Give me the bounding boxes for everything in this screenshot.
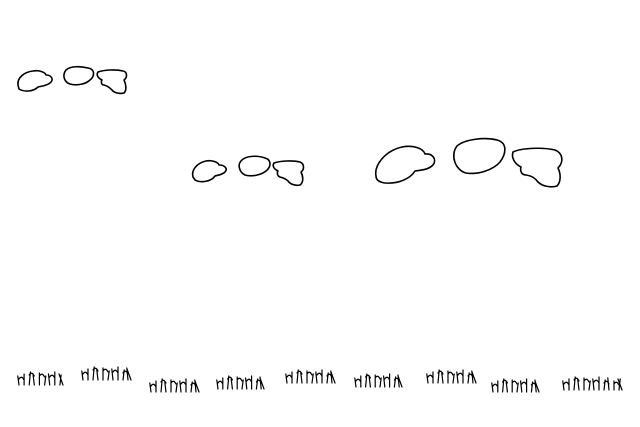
cloud-shape [238,155,271,177]
cloud-shape [272,160,305,187]
cloud-shape [96,69,128,95]
grass-tuft [81,366,132,381]
grass-tuft [216,375,265,390]
cloud-group-middle [191,155,305,187]
cloud-group-right [375,137,563,188]
grass-tuft [149,378,200,393]
cloud-shape [191,159,227,183]
grass-tuft [426,369,477,384]
cloud-shape [511,147,563,188]
cloud-group-top-left [17,65,128,95]
cloud-shape [453,137,506,175]
grass-tuft [354,373,403,388]
grass-tuft [562,376,623,391]
grass-row [17,366,623,393]
cloud-shape [17,69,53,92]
grass-tuft [285,369,336,384]
grass-tuft [491,378,540,393]
cloud-shape [63,65,95,86]
cloud-shape [375,145,436,184]
grass-tuft [17,371,64,386]
